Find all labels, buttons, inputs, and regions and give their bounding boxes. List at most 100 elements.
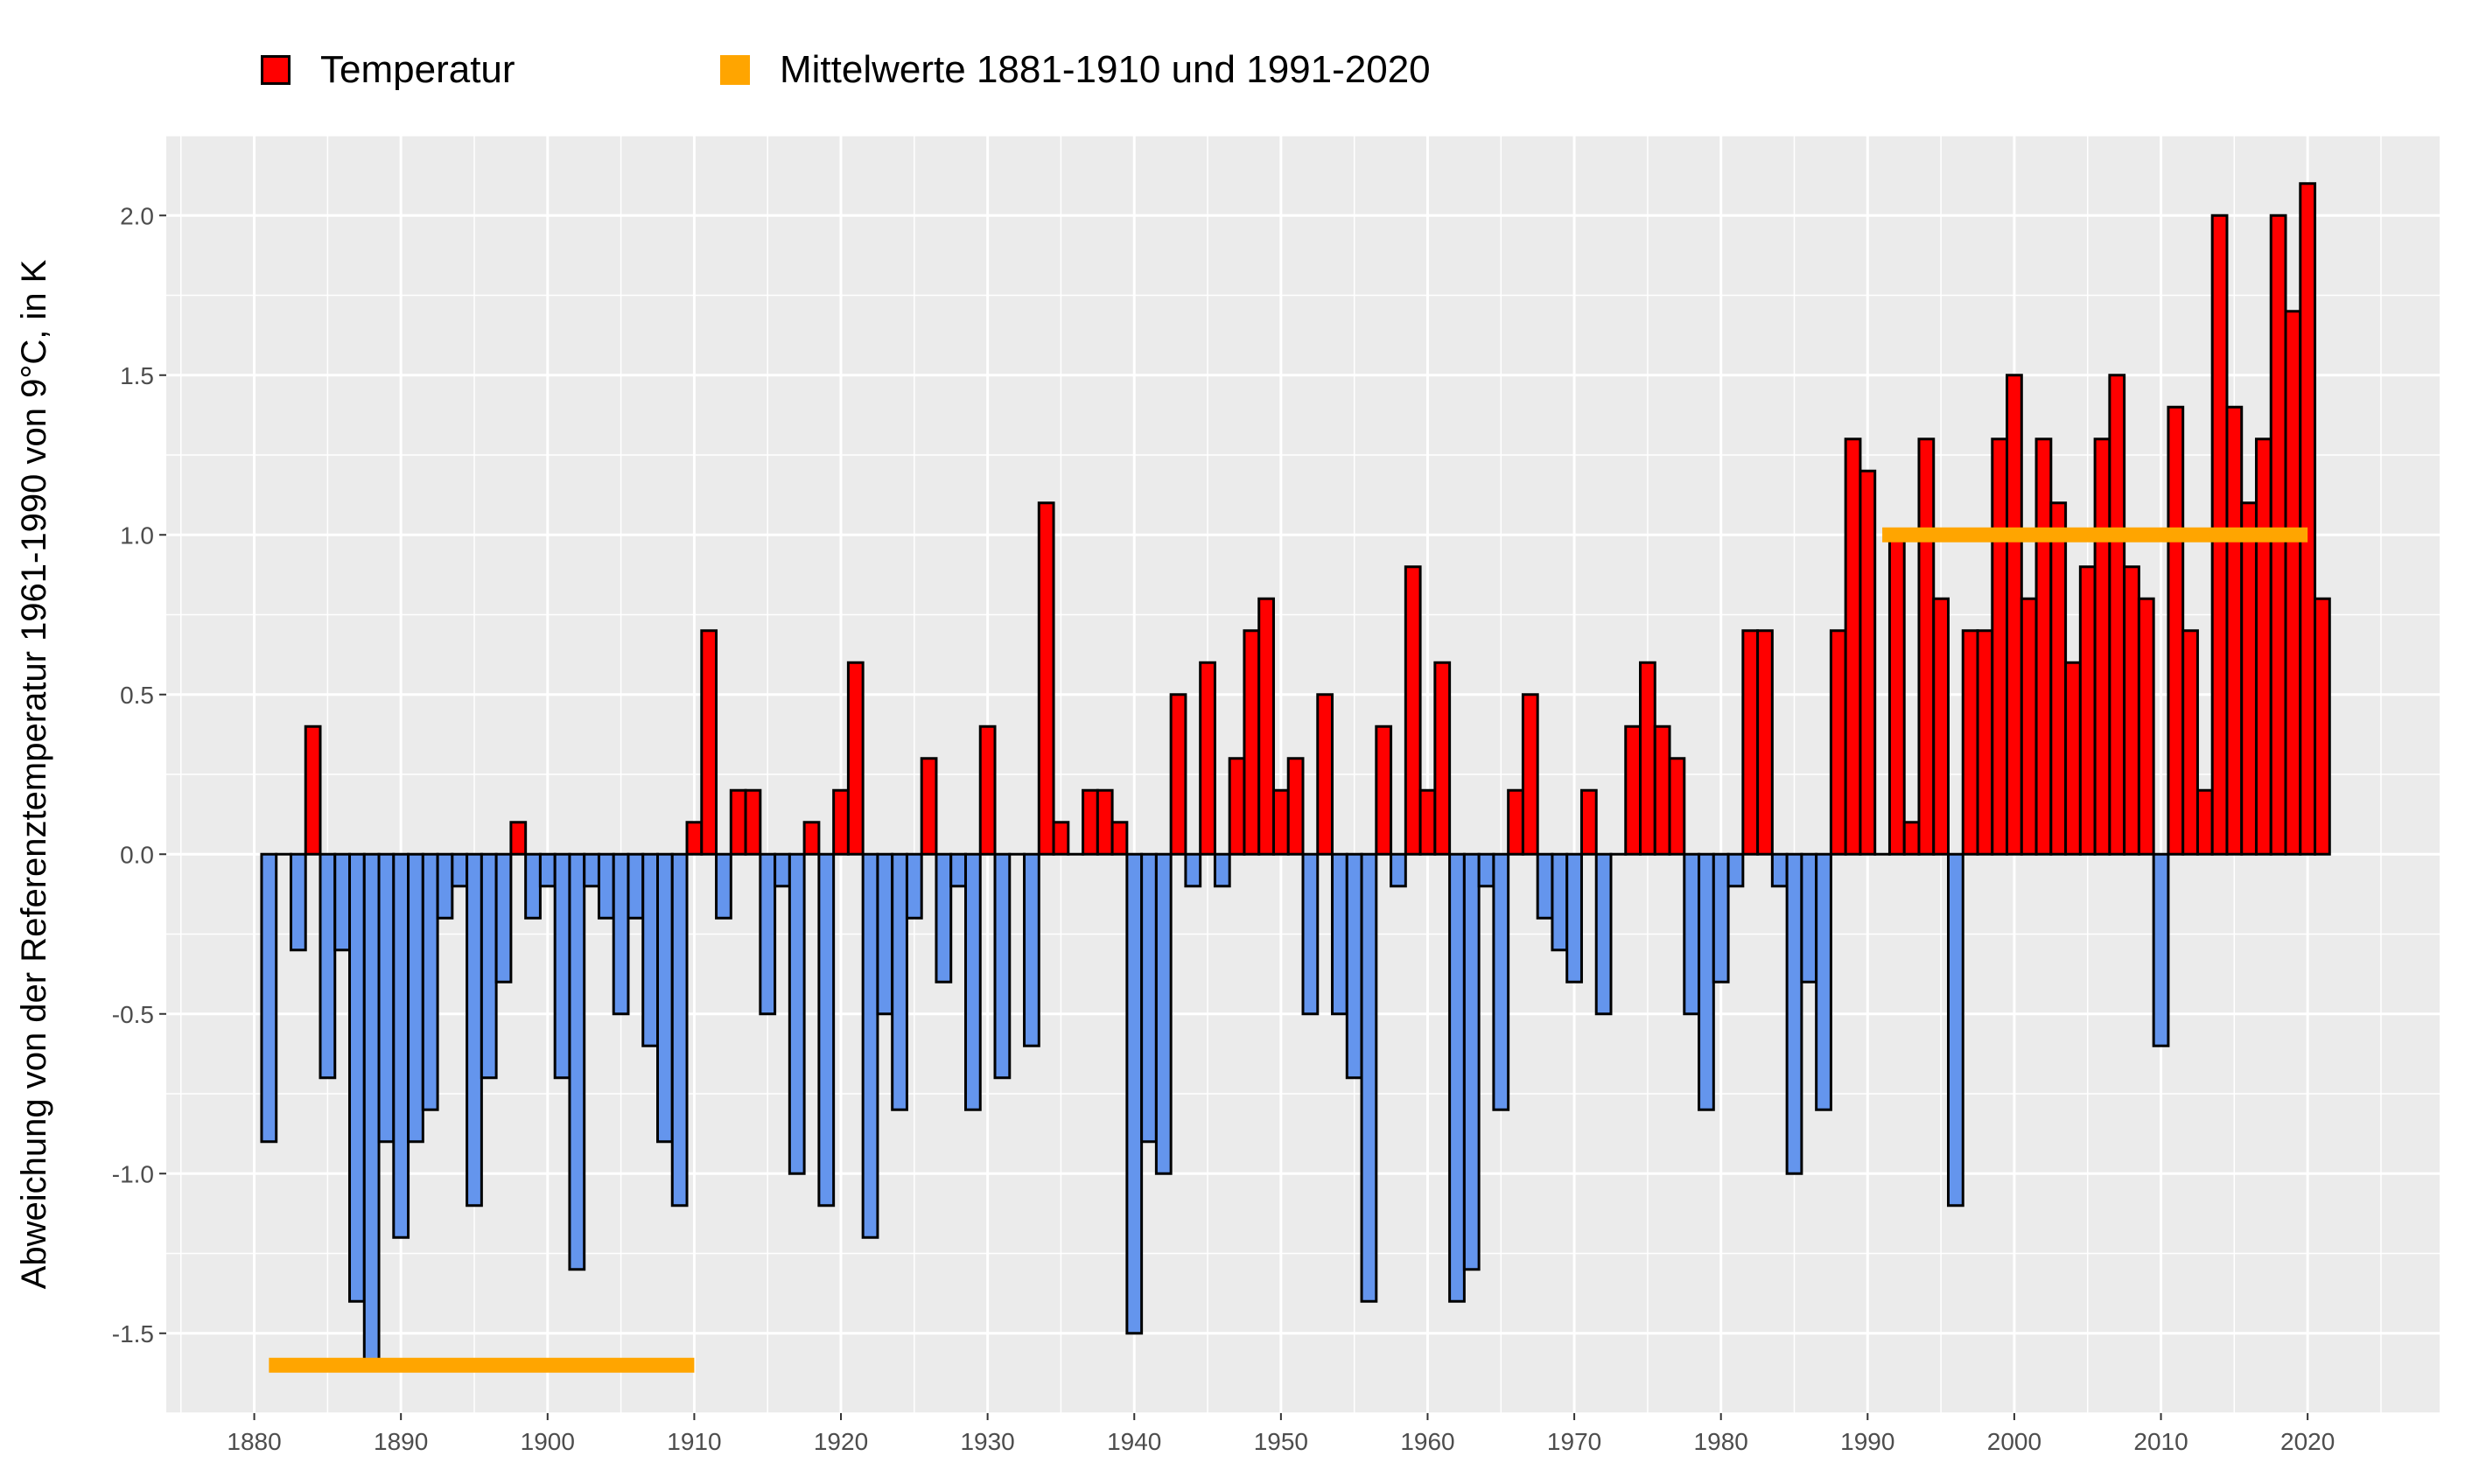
bar-1925	[905, 852, 923, 920]
bar-1940	[1125, 852, 1144, 1335]
bar-1881	[260, 852, 278, 1144]
bar-1885	[319, 852, 337, 1080]
bar-2011	[2167, 405, 2185, 856]
x-tick-label: 1940	[1107, 1428, 1161, 1455]
bar-1884	[304, 724, 322, 856]
mean-lines	[269, 527, 2308, 1373]
bar-1968	[1536, 852, 1554, 920]
bar-1944	[1184, 852, 1202, 888]
bar-1981	[1726, 852, 1745, 888]
bar-1966	[1507, 788, 1524, 856]
bar-1955	[1345, 852, 1363, 1080]
bar-1899	[524, 852, 542, 920]
bar-2017	[2254, 438, 2272, 856]
bar-1945	[1199, 661, 1216, 856]
x-tick-label: 1930	[960, 1428, 1014, 1455]
bar-1967	[1521, 693, 1539, 856]
bar-2021	[2314, 597, 2331, 856]
x-tick-label: 1950	[1254, 1428, 1308, 1455]
bar-1971	[1579, 788, 1598, 856]
bar-1906	[627, 852, 645, 920]
bar-1988	[1829, 629, 1847, 856]
legend-label-mittelwerte: Mittelwerte 1881-1910 und 1991-2020	[780, 48, 1431, 91]
bar-1951	[1286, 757, 1305, 856]
x-tick-label: 1970	[1547, 1428, 1601, 1455]
bar-1996	[1946, 852, 1964, 1208]
bar-1910	[685, 821, 704, 856]
bar-1891	[407, 852, 424, 1144]
bar-1926	[920, 757, 938, 856]
y-tick-label: 1.0	[120, 522, 154, 549]
bar-1928	[949, 852, 967, 888]
bar-1953	[1316, 693, 1334, 856]
bar-1920	[832, 788, 850, 856]
bar-1946	[1213, 852, 1231, 888]
bar-1961	[1433, 661, 1452, 856]
x-tick-label: 1980	[1694, 1428, 1748, 1455]
x-tick-label: 1920	[814, 1428, 868, 1455]
bar-1977	[1668, 757, 1686, 856]
bar-1905	[612, 852, 630, 1016]
bar-1912	[715, 852, 732, 920]
x-tick-label: 1890	[374, 1428, 428, 1455]
bar-2001	[2020, 597, 2038, 856]
bar-1954	[1331, 852, 1348, 1016]
bar-1989	[1844, 438, 1862, 856]
bar-1998	[1976, 629, 1994, 856]
bar-2007	[2108, 374, 2126, 856]
bar-2002	[2034, 438, 2053, 856]
bar-1938	[1096, 788, 1114, 856]
x-tick-label: 1990	[1840, 1428, 1894, 1455]
y-tick-label: 0.5	[120, 682, 154, 709]
bar-1937	[1082, 788, 1099, 856]
bar-1890	[392, 852, 410, 1239]
bar-1894	[451, 852, 469, 888]
bar-1914	[744, 788, 762, 856]
bar-1896	[480, 852, 498, 1080]
legend-item-mittelwerte: Mittelwerte 1881-1910 und 1991-2020	[720, 35, 1431, 105]
bar-1978	[1683, 852, 1701, 1016]
bar-1984	[1770, 852, 1789, 888]
bar-1952	[1301, 852, 1320, 1016]
bar-1911	[700, 629, 718, 856]
bar-1907	[641, 852, 660, 1047]
bar-1917	[788, 852, 806, 1175]
x-tick-label: 1910	[667, 1428, 721, 1455]
bar-1959	[1404, 565, 1422, 856]
y-tick-label: 0.0	[120, 841, 154, 868]
x-tick-label: 2010	[2133, 1428, 2188, 1455]
bar-1986	[1800, 852, 1818, 984]
bar-1965	[1492, 852, 1510, 1111]
bar-1993	[1902, 821, 1921, 856]
x-tick-label: 2020	[2280, 1428, 2335, 1455]
y-tick-label: 1.5	[120, 362, 154, 389]
bar-2000	[2006, 374, 2023, 856]
bar-1985	[1785, 852, 1803, 1175]
legend-key-temperatur	[261, 55, 291, 85]
bar-1909	[670, 852, 689, 1208]
bar-1975	[1639, 661, 1656, 856]
bar-1908	[656, 852, 674, 1144]
bar-1969	[1551, 852, 1569, 952]
bar-1990	[1859, 469, 1877, 856]
bar-2005	[2078, 565, 2097, 856]
bar-2015	[2225, 405, 2244, 856]
bar-1889	[377, 852, 396, 1144]
bar-2004	[2064, 661, 2082, 856]
bar-2019	[2284, 310, 2302, 856]
bar-1960	[1418, 788, 1437, 856]
bar-1972	[1594, 852, 1613, 1016]
bar-1962	[1448, 852, 1466, 1303]
bar-1939	[1110, 821, 1129, 856]
bar-1892	[421, 852, 439, 1111]
bar-1979	[1698, 852, 1715, 1111]
y-axis: 2.0 1.5 1.0 0.5 0.0 -0.5 -1.0 -1.5	[112, 202, 166, 1348]
bars	[260, 182, 2331, 1367]
bar-1980	[1712, 852, 1730, 984]
bar-1897	[494, 852, 513, 984]
bar-1982	[1741, 629, 1760, 856]
legend-item-temperatur: Temperatur	[261, 35, 515, 105]
x-tick-label: 1900	[521, 1428, 575, 1455]
bar-1921	[846, 661, 865, 856]
bar-2012	[2181, 629, 2199, 856]
